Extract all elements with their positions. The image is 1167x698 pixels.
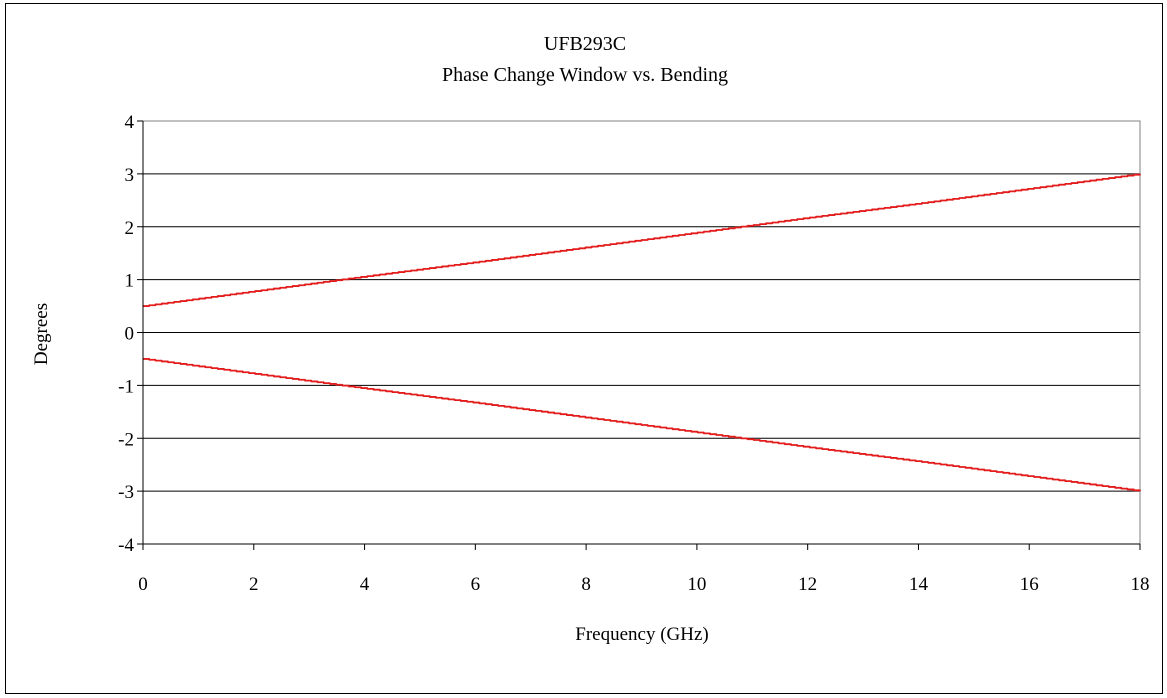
x-tick-label: 4 bbox=[360, 574, 370, 595]
chart-subtitle: Phase Change Window vs. Bending bbox=[442, 64, 728, 86]
y-tick-label: -4 bbox=[118, 535, 134, 556]
x-tick-label: 18 bbox=[1131, 574, 1150, 595]
series-layer bbox=[143, 173, 1141, 492]
x-axis-title: Frequency (GHz) bbox=[575, 624, 708, 645]
gridlines bbox=[143, 173, 1140, 492]
y-tick-label: -2 bbox=[118, 429, 134, 450]
series-line-2 bbox=[143, 358, 1141, 492]
x-tick-label: 12 bbox=[798, 574, 817, 595]
y-tick-label: 1 bbox=[125, 271, 135, 292]
y-axis-title: Degrees bbox=[31, 303, 52, 365]
x-tick-label: 14 bbox=[909, 574, 929, 595]
y-tick-label: 4 bbox=[125, 112, 135, 133]
x-tick-label: 6 bbox=[471, 574, 481, 595]
y-tick-label: 2 bbox=[125, 218, 135, 239]
x-tick-label: 8 bbox=[581, 574, 591, 595]
x-tick-label: 0 bbox=[138, 574, 148, 595]
y-tick-label: -1 bbox=[118, 376, 134, 397]
x-tick-label: 16 bbox=[1020, 574, 1039, 595]
y-tick-label: 0 bbox=[125, 324, 135, 345]
x-tick-label: 10 bbox=[687, 574, 706, 595]
y-tick-label: 3 bbox=[125, 165, 135, 186]
series-line-1 bbox=[143, 173, 1141, 307]
chart-area bbox=[5, 3, 1163, 694]
y-tick-label: -3 bbox=[118, 482, 134, 503]
chart-title: UFB293C bbox=[544, 33, 626, 55]
x-tick-label: 2 bbox=[249, 574, 259, 595]
axes bbox=[137, 120, 1141, 550]
